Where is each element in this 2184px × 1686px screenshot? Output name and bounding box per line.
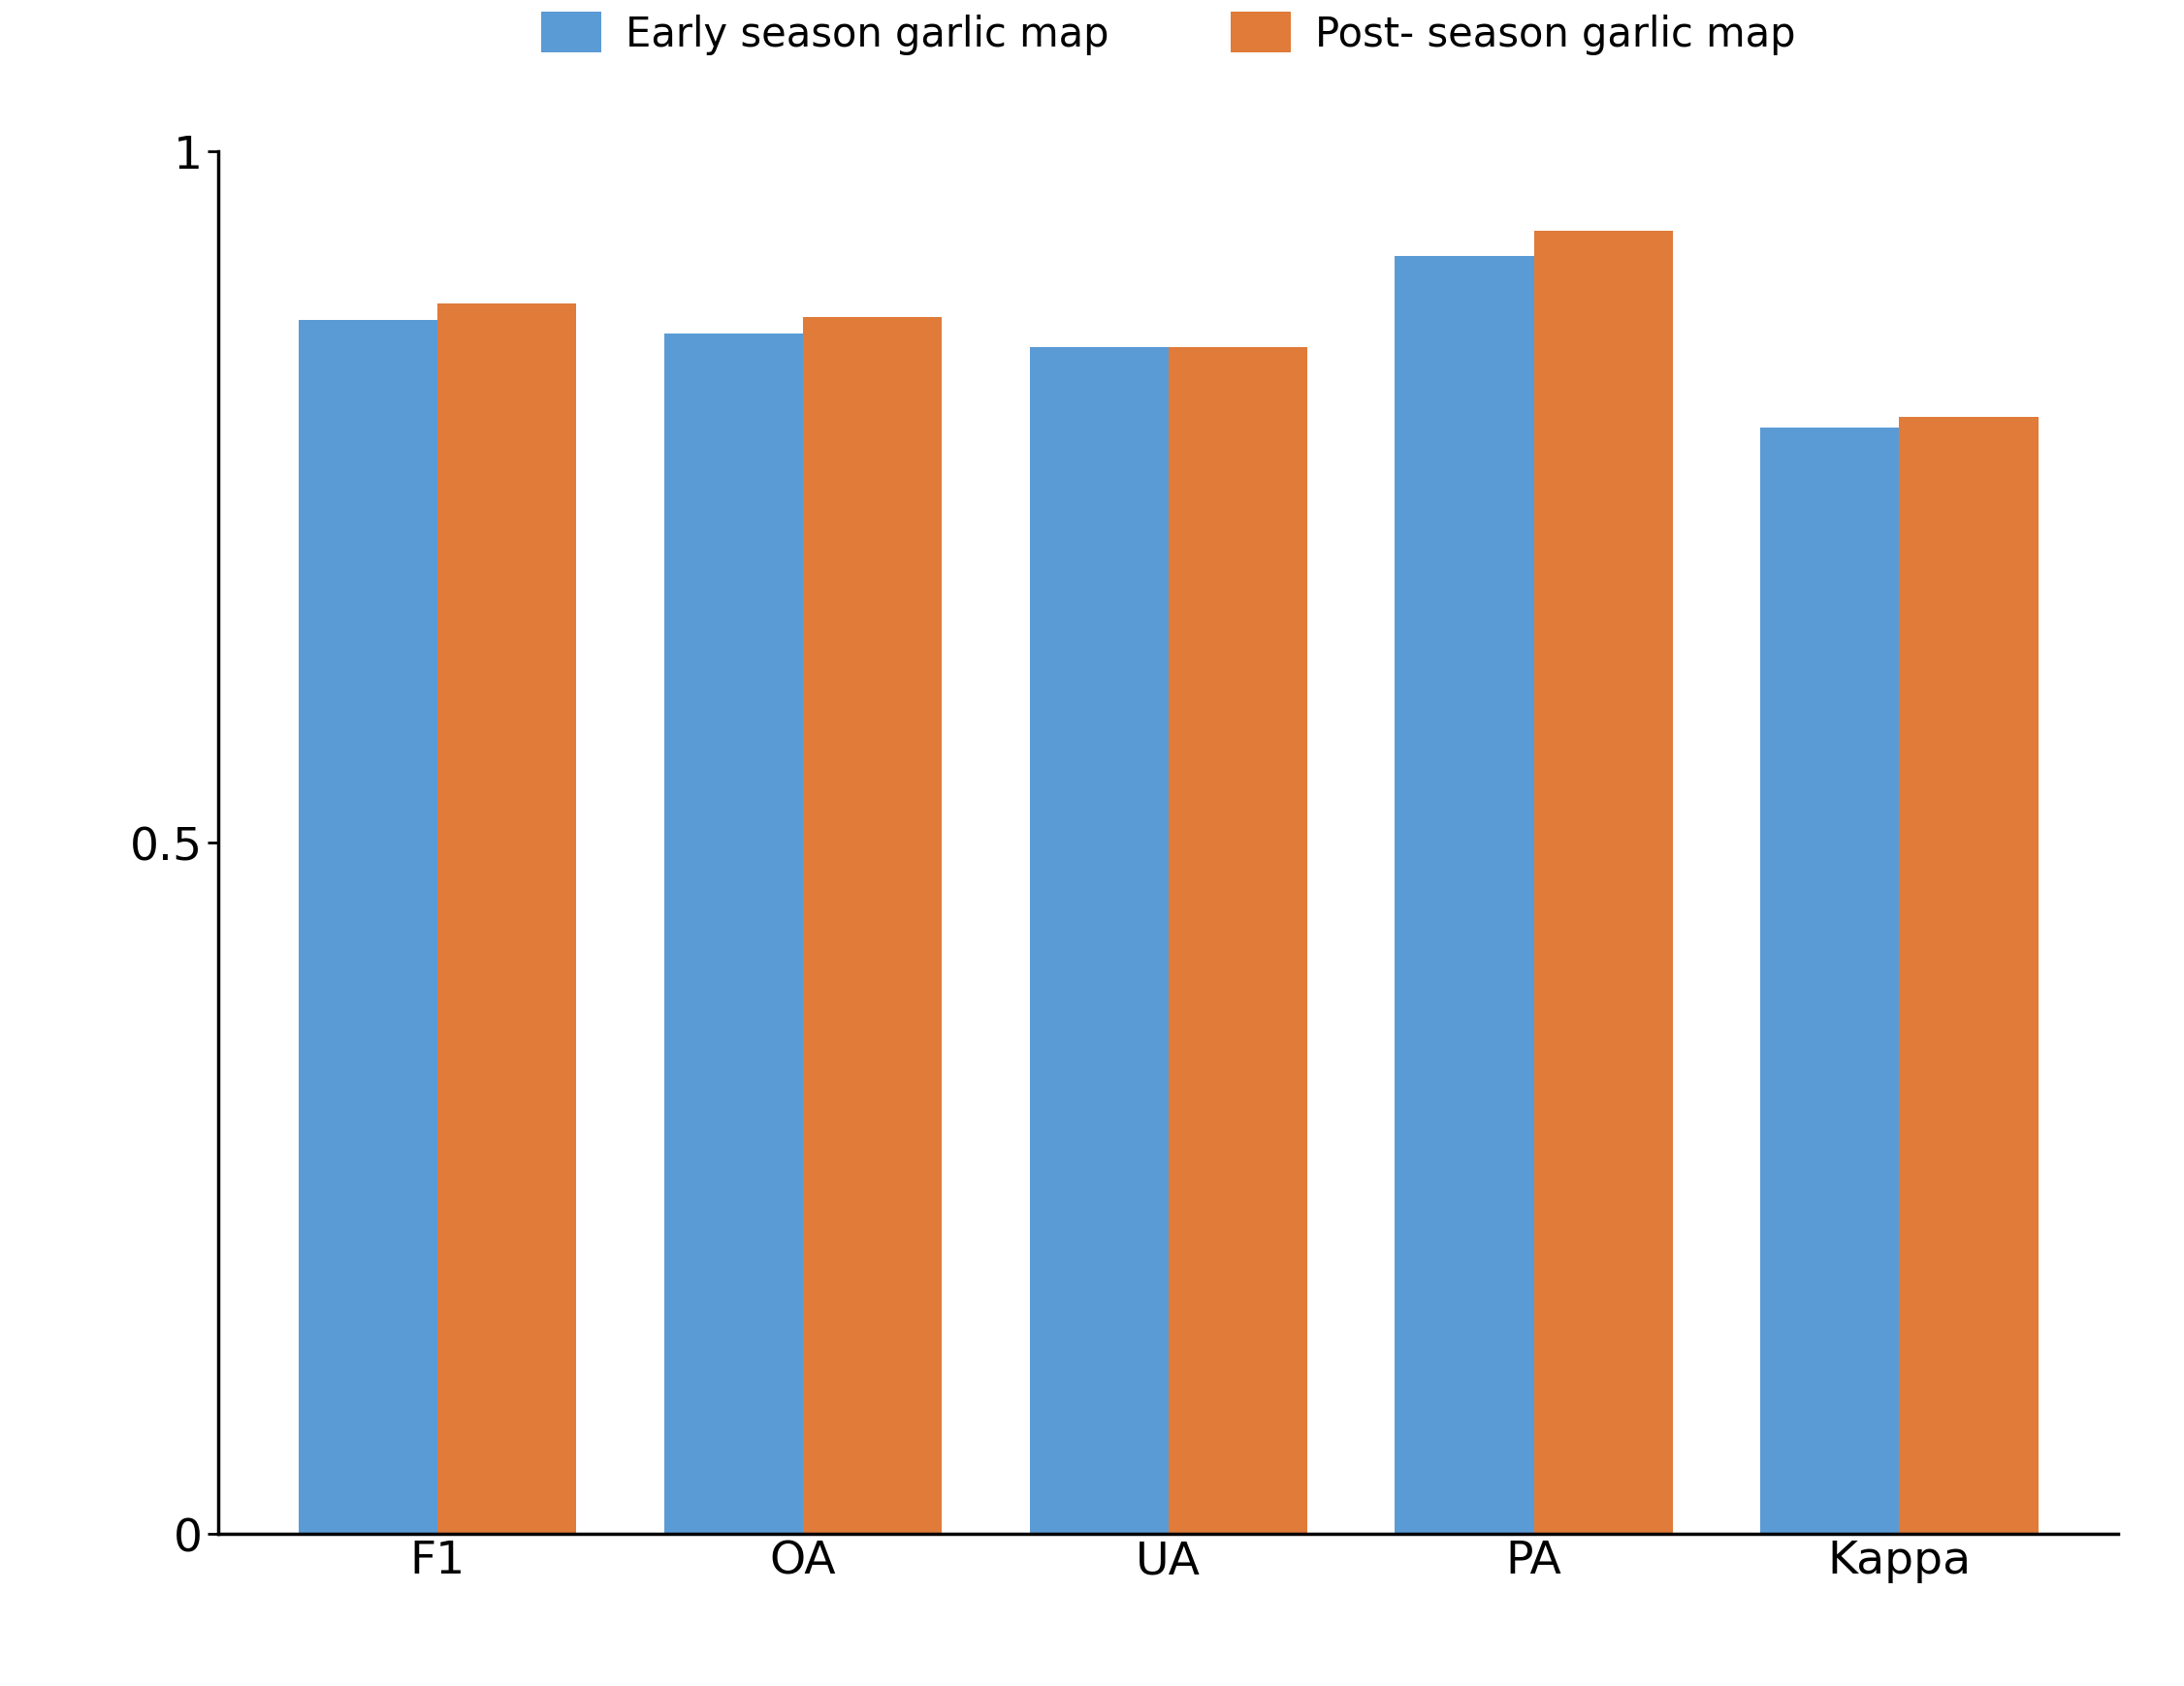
Bar [437,303,577,1534]
Legend: Early season garlic map, Post- season garlic map: Early season garlic map, Post- season ga… [520,0,1817,76]
Bar [664,334,804,1534]
Bar [299,320,437,1534]
Bar [1168,347,1308,1534]
Bar [1900,416,2038,1534]
Bar [1760,428,1900,1534]
Bar [1396,256,1533,1534]
Bar [804,317,941,1534]
Bar [1533,233,1673,1534]
Bar [1029,347,1168,1534]
